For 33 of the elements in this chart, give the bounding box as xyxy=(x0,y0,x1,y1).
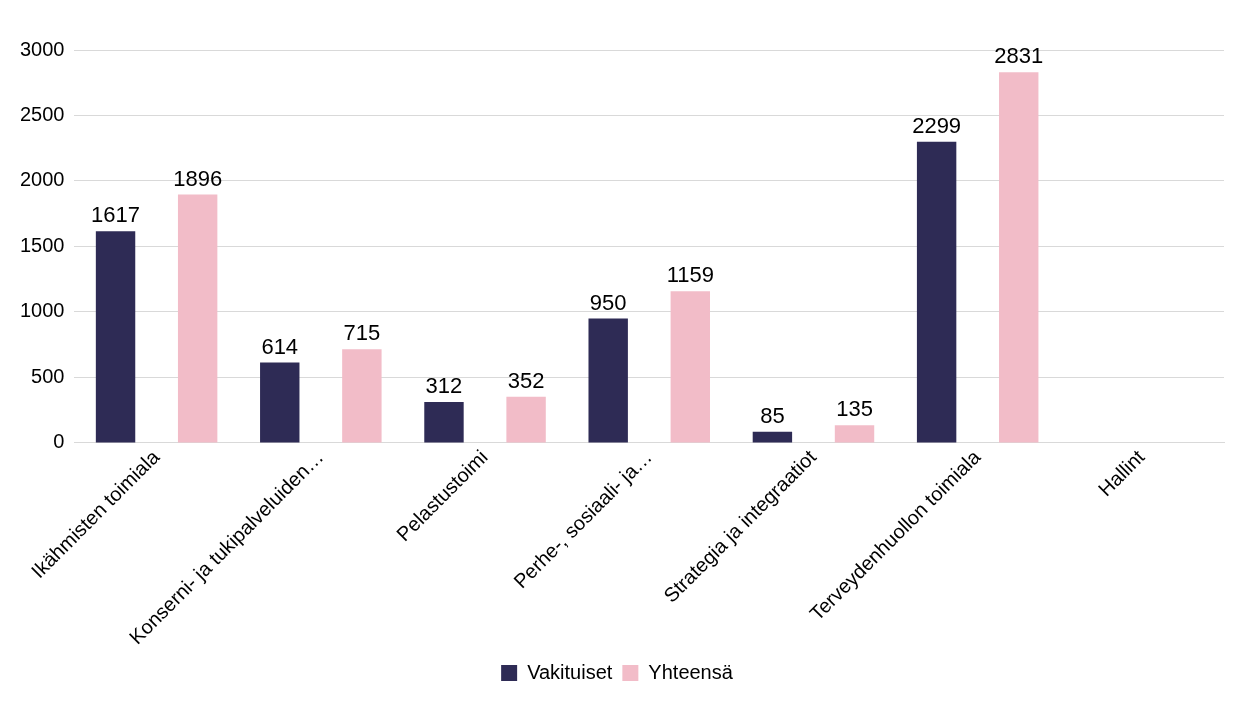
y-tick-label: 500 xyxy=(31,364,65,387)
bar xyxy=(834,425,875,443)
bar xyxy=(670,291,711,443)
data-label: 1159 xyxy=(666,262,714,288)
data-label: 1896 xyxy=(173,165,223,191)
y-tick-label: 3000 xyxy=(19,37,65,60)
legend-label: Vakituiset xyxy=(527,660,613,683)
bar xyxy=(95,231,136,443)
data-label: 614 xyxy=(261,333,299,359)
bar xyxy=(260,362,300,443)
bar xyxy=(752,431,793,443)
data-label: 2831 xyxy=(994,43,1044,69)
bar xyxy=(506,396,546,443)
bar xyxy=(342,349,382,443)
data-label: 85 xyxy=(760,402,785,428)
bar xyxy=(424,402,464,443)
legend-label: Yhteensä xyxy=(648,660,734,683)
y-tick-label: 1000 xyxy=(19,299,65,322)
data-label: 2299 xyxy=(912,112,962,138)
bar xyxy=(916,141,957,443)
data-label: 715 xyxy=(343,320,381,346)
bar xyxy=(588,318,628,443)
bar xyxy=(177,194,218,443)
data-label: 1617 xyxy=(91,202,141,228)
bar xyxy=(999,72,1039,443)
data-label: 950 xyxy=(589,289,627,315)
y-tick-label: 1500 xyxy=(19,233,65,256)
y-tick-label: 0 xyxy=(53,430,65,453)
data-label: 312 xyxy=(425,373,463,399)
y-tick-label: 2000 xyxy=(19,168,65,191)
data-label: 135 xyxy=(836,396,873,422)
y-tick-label: 2500 xyxy=(19,103,65,125)
data-label: 352 xyxy=(507,367,545,393)
